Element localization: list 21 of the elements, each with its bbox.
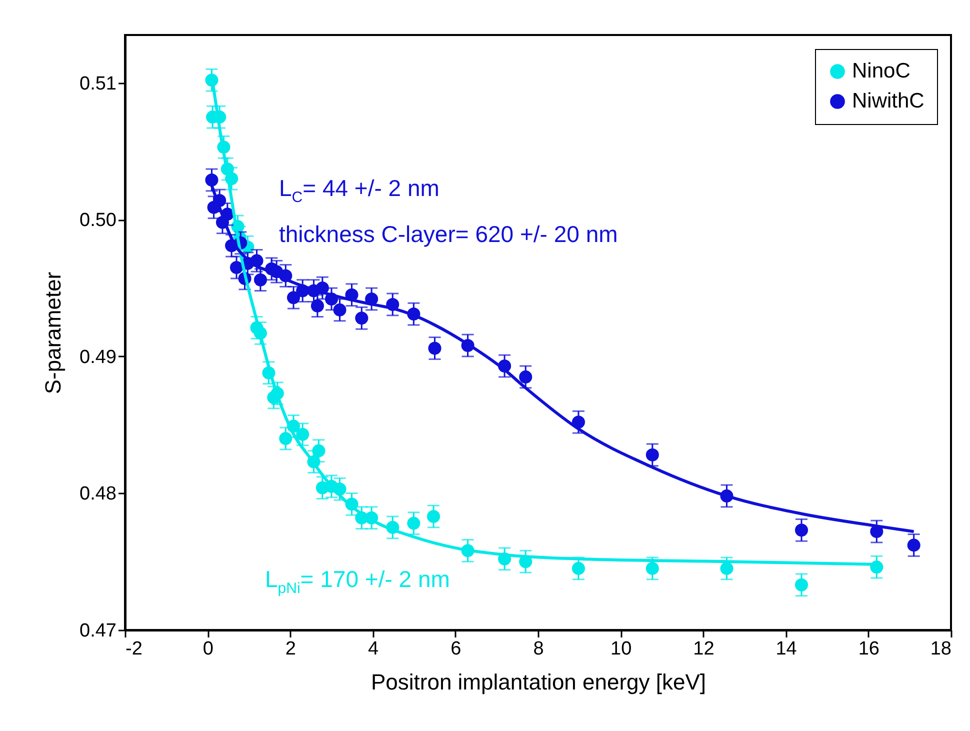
y-tick-label: 0.49 — [80, 346, 116, 368]
x-tick-label: 10 — [610, 638, 632, 660]
x-tick-label: 18 — [930, 638, 952, 660]
x-tick-label: 14 — [776, 638, 798, 660]
y-tick-label: 0.51 — [80, 73, 116, 94]
x-tick-label: -2 — [126, 638, 142, 660]
y-axis-title: S-parameter — [40, 272, 66, 394]
x-tick-label: 6 — [450, 638, 462, 660]
legend-label: NiwithC — [852, 90, 924, 112]
y-tick-label: 0.48 — [80, 484, 116, 505]
annotation: thickness C-layer= 620 +/- 20 nm — [279, 221, 618, 247]
x-tick-label: 4 — [368, 638, 380, 660]
x-tick-label: 0 — [202, 638, 214, 660]
y-tick-label: 0.50 — [80, 210, 116, 232]
legend-label: NinoC — [852, 60, 910, 82]
y-tick-label: 0.47 — [80, 620, 116, 642]
x-tick-label: 12 — [693, 638, 714, 660]
x-tick-label: 2 — [285, 638, 296, 660]
x-tick-label: 16 — [858, 638, 880, 660]
x-tick-label: 8 — [533, 638, 544, 660]
x-axis-title: Positron implantation energy [keV] — [370, 670, 706, 694]
